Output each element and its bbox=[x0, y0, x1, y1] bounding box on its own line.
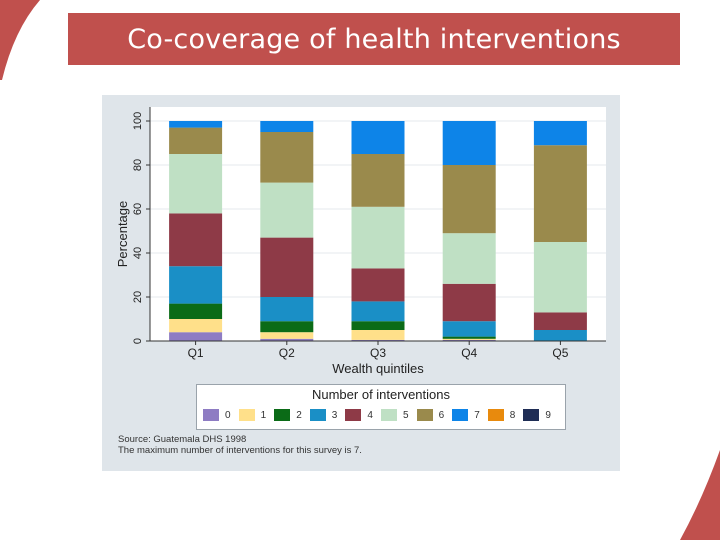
legend-title: Number of interventions bbox=[311, 387, 450, 402]
bar-segment-q3-3 bbox=[351, 301, 405, 322]
legend-label: 0 bbox=[225, 409, 231, 421]
legend-swatch bbox=[452, 409, 469, 421]
stacked-bar-chart: Q1 Q2 Q3 Q4 Q5 0 20 40 60 80 100 Percentage Wealth q… bbox=[115, 107, 606, 376]
bar-segment-q2-1 bbox=[260, 332, 314, 339]
bar-segment-q1-6 bbox=[169, 127, 223, 154]
legend-swatch bbox=[523, 409, 540, 421]
x-tick-label-q1: Q1 bbox=[188, 346, 204, 360]
bar-segment-q2-7 bbox=[260, 121, 314, 132]
y-tick-label-100: 100 bbox=[132, 112, 144, 130]
legend-swatch bbox=[203, 409, 219, 421]
bar-segment-q4-0 bbox=[442, 339, 496, 341]
legend-label: 7 bbox=[474, 409, 480, 421]
legend-label: 1 bbox=[260, 409, 267, 421]
y-axis-label: Percentage bbox=[115, 201, 130, 268]
legend-item-1: 1 bbox=[238, 407, 267, 423]
bar-segment-q5-5 bbox=[533, 242, 587, 313]
legend-item-8: 8 bbox=[487, 407, 516, 423]
x-tick-label-q5: Q5 bbox=[552, 346, 568, 360]
source-line: Source: Guatemala DHS 1998 bbox=[118, 434, 247, 445]
bar-segment-q1-0 bbox=[169, 332, 223, 341]
bar-segment-q3-4 bbox=[351, 268, 405, 302]
bar-segment-q1-7 bbox=[169, 121, 223, 128]
bar-segment-q3-6 bbox=[351, 154, 405, 207]
bar-segment-q4-5 bbox=[442, 233, 496, 284]
legend-item-9: 9 bbox=[523, 407, 551, 423]
y-tick-label-80: 80 bbox=[132, 159, 144, 171]
slide-title: Co-coverage of health interventions bbox=[68, 13, 680, 65]
legend-items: 0 1 2 3 4 5 6 7 8 9 bbox=[203, 407, 559, 423]
chart-source-note: Source: Guatemala DHS 1998 The maximum n… bbox=[118, 434, 362, 456]
legend-label: 4 bbox=[367, 409, 373, 421]
chart-panel: Q1 Q2 Q3 Q4 Q5 0 20 40 60 80 100 Percentage Wealth q… bbox=[102, 95, 620, 471]
chart-legend: Number of interventions 0 1 2 3 4 5 6 7 8 9 bbox=[196, 384, 566, 430]
x-tick-label-q3: Q3 bbox=[370, 346, 386, 360]
bar-segment-q4-2 bbox=[442, 336, 496, 339]
bar-segment-q4-7 bbox=[442, 121, 496, 165]
legend-swatch bbox=[381, 409, 397, 421]
legend-label: 5 bbox=[403, 409, 409, 421]
bar-segment-q2-4 bbox=[260, 237, 314, 297]
max-interventions-line: The maximum number of interventions for … bbox=[118, 445, 362, 456]
bar-segment-q2-5 bbox=[260, 182, 314, 238]
x-tick-label-q2: Q2 bbox=[279, 346, 295, 360]
bar-segment-q2-3 bbox=[260, 297, 314, 322]
legend-swatch bbox=[487, 409, 504, 421]
y-tick-label-40: 40 bbox=[132, 247, 144, 259]
bar-segment-q1-3 bbox=[169, 266, 223, 304]
bar-segment-q5-3 bbox=[533, 330, 587, 341]
legend-swatch bbox=[345, 409, 362, 421]
bar-segment-q3-2 bbox=[351, 321, 405, 330]
legend-label: 3 bbox=[331, 409, 338, 421]
bar-segment-q3-5 bbox=[351, 206, 405, 269]
legend-swatch bbox=[274, 409, 291, 421]
bar-segment-q3-1 bbox=[351, 330, 405, 340]
bar-segment-q4-4 bbox=[442, 283, 496, 322]
y-tick-label-60: 60 bbox=[132, 203, 144, 215]
slide-title-text: Co-coverage of health interventions bbox=[127, 23, 621, 55]
bar-segment-q5-6 bbox=[533, 145, 587, 242]
bar-segment-q3-7 bbox=[351, 121, 405, 154]
bar-segment-q2-6 bbox=[260, 132, 314, 183]
x-axis-label: Wealth quintiles bbox=[332, 361, 424, 376]
legend-label: 2 bbox=[296, 409, 302, 421]
legend-item-6: 6 bbox=[416, 407, 445, 423]
bottom-right-corner-decoration bbox=[680, 450, 720, 540]
legend-item-4: 4 bbox=[345, 407, 373, 423]
bar-segment-q4-6 bbox=[442, 165, 496, 234]
legend-label: 6 bbox=[438, 409, 445, 421]
legend-swatch bbox=[309, 409, 326, 421]
bar-segment-q3-0 bbox=[351, 339, 405, 341]
bar-segment-q1-4 bbox=[169, 213, 223, 267]
bar-segment-q5-7 bbox=[533, 121, 587, 146]
x-tick-label-q4: Q4 bbox=[461, 346, 477, 360]
bar-segment-q4-1 bbox=[442, 338, 496, 340]
bar-segment-q4-3 bbox=[442, 321, 496, 337]
y-tick-label-20: 20 bbox=[132, 291, 144, 303]
bar-segment-q2-2 bbox=[260, 321, 314, 333]
legend-swatch bbox=[238, 409, 255, 421]
legend-item-5: 5 bbox=[381, 407, 409, 423]
legend-item-7: 7 bbox=[452, 407, 480, 423]
bar-segment-q2-0 bbox=[260, 338, 314, 341]
legend-swatch bbox=[416, 409, 433, 421]
legend-label: 8 bbox=[509, 409, 516, 421]
y-tick-label-0: 0 bbox=[132, 338, 144, 344]
legend-item-0: 0 bbox=[203, 407, 231, 423]
legend-label: 9 bbox=[545, 409, 551, 421]
bar-segment-q1-5 bbox=[169, 154, 223, 214]
legend-item-3: 3 bbox=[309, 407, 338, 423]
bar-segment-q1-2 bbox=[169, 303, 223, 319]
legend-item-2: 2 bbox=[274, 407, 302, 423]
bar-segment-q1-1 bbox=[169, 319, 223, 333]
bar-segment-q5-4 bbox=[533, 312, 587, 330]
top-left-corner-decoration bbox=[0, 0, 40, 80]
